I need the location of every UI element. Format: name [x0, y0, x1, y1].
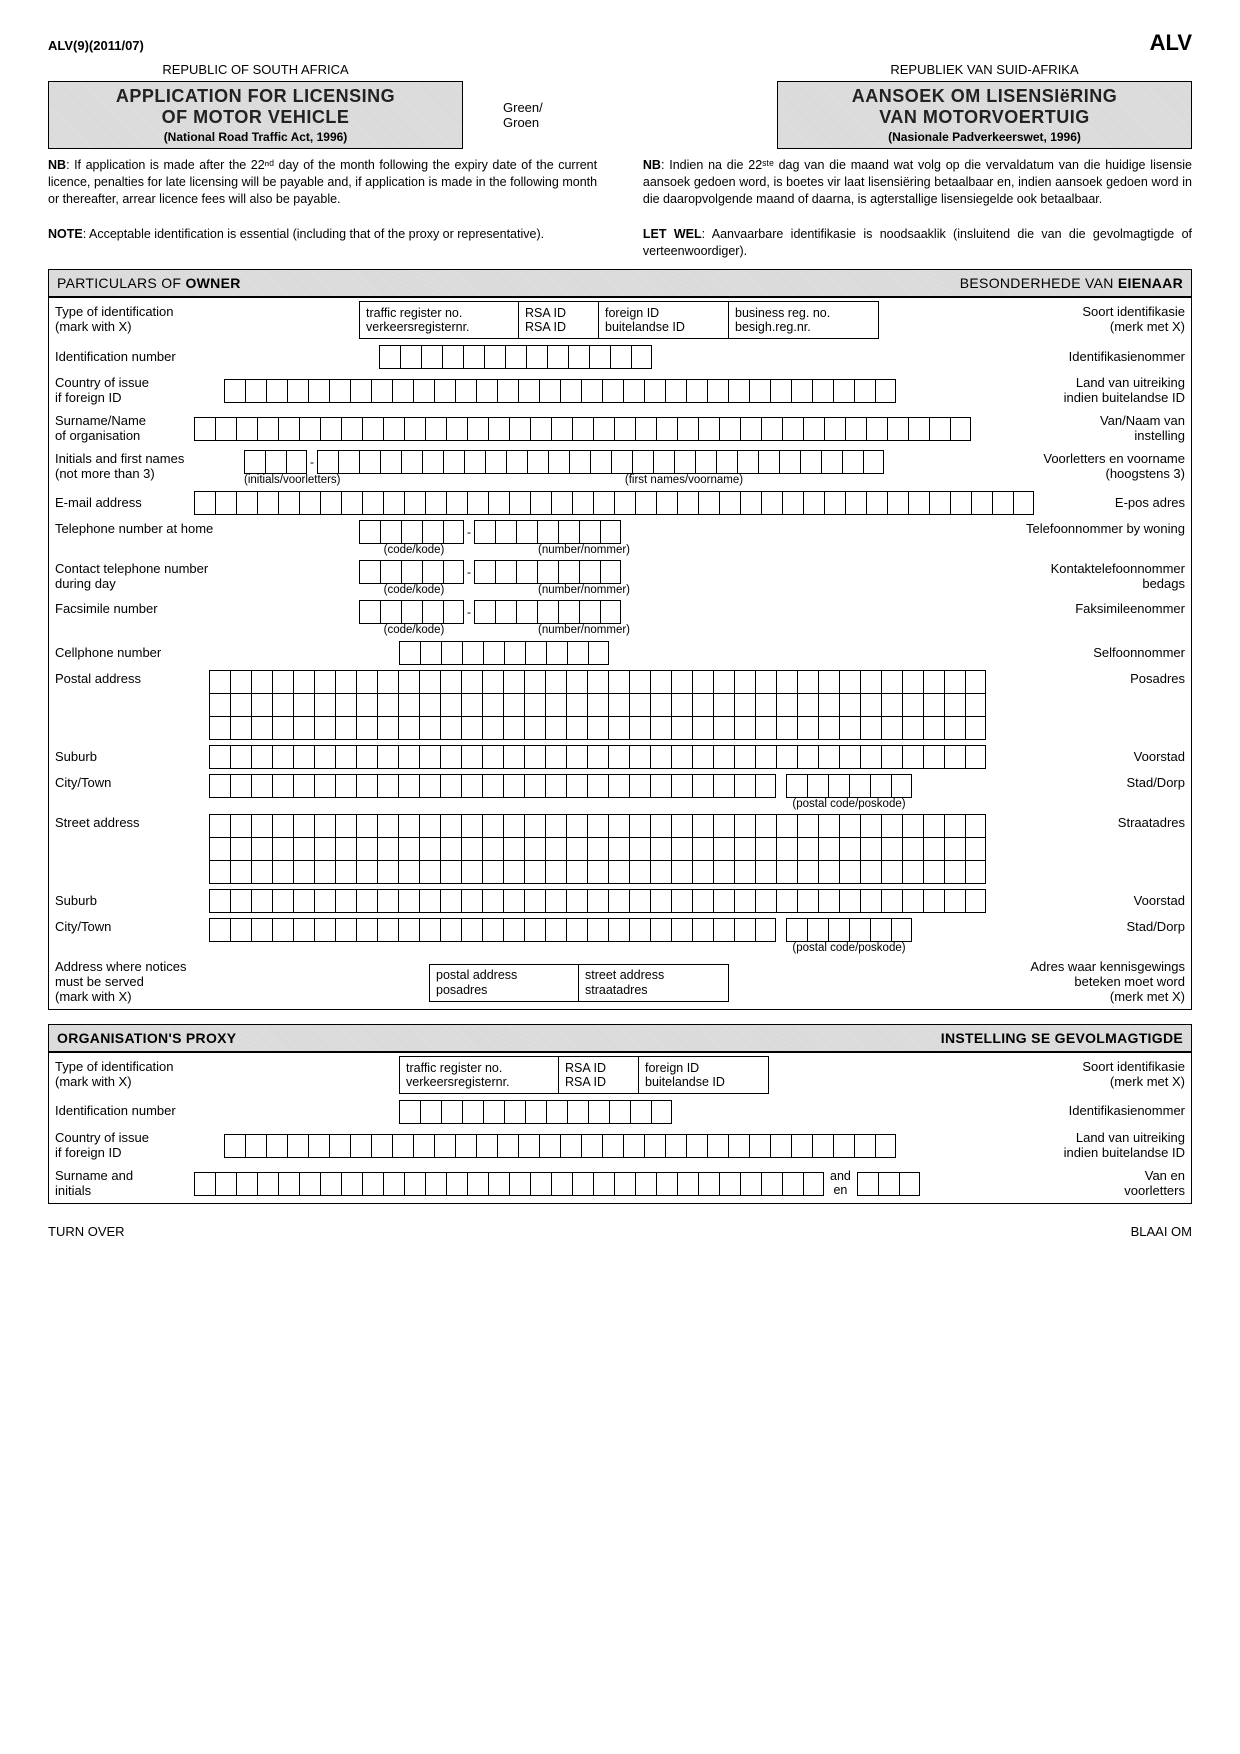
note-en: NOTE: Acceptable identification is essen…	[48, 226, 597, 260]
owner-contact-num[interactable]	[474, 560, 621, 584]
owner-cell-cells[interactable]	[399, 641, 609, 665]
owner-street-row: Street address Straatadres	[49, 812, 1191, 886]
owner-tel-home-code[interactable]	[359, 520, 464, 544]
owner-street-suburb[interactable]	[209, 889, 986, 913]
owner-contact-code[interactable]	[359, 560, 464, 584]
owner-street-2[interactable]	[209, 837, 986, 861]
alv-abbrev: ALV	[1150, 30, 1192, 56]
green-label: Green/ Groen	[463, 100, 593, 130]
proxy-id-opt-foreign[interactable]: foreign ID buitelandse ID	[639, 1056, 769, 1094]
owner-street-3[interactable]	[209, 860, 986, 884]
note-row: NOTE: Acceptable identification is essen…	[48, 226, 1192, 260]
owner-tel-home-row: Telephone number at home - (code/kode) (…	[49, 518, 1191, 558]
top-row: ALV(9)(2011/07) ALV	[48, 30, 1192, 56]
owner-notices-street[interactable]: street address straatadres	[579, 964, 729, 1002]
title-box-af: AANSOEK OM LISENSIëRING VAN MOTORVOERTUI…	[777, 81, 1192, 149]
owner-postal-code[interactable]	[786, 774, 912, 798]
nb-en: NB: If application is made after the 22ⁿ…	[48, 157, 597, 208]
republic-en: REPUBLIC OF SOUTH AFRICA	[48, 62, 463, 77]
title-af-2: VAN MOTORVOERTUIG	[784, 107, 1185, 128]
owner-tel-home-num[interactable]	[474, 520, 621, 544]
owner-id-number-row: Identification number Identifikasienomme…	[49, 342, 1191, 372]
title-en-sub: (National Road Traffic Act, 1996)	[55, 130, 456, 144]
blaai-om: BLAAI OM	[1131, 1224, 1192, 1239]
owner-contact-row: Contact telephone number during day - (c…	[49, 558, 1191, 598]
proxy-initials-cells[interactable]	[857, 1172, 920, 1196]
proxy-id-opt-traffic[interactable]: traffic register no. verkeersregisternr.	[399, 1056, 559, 1094]
title-row: APPLICATION FOR LICENSING OF MOTOR VEHIC…	[48, 81, 1192, 149]
proxy-and-label: anden	[824, 1170, 857, 1198]
owner-initials-cells[interactable]	[244, 450, 307, 474]
owner-id-opt-traffic[interactable]: traffic register no. verkeersregisternr.	[359, 301, 519, 339]
owner-id-number-cells[interactable]	[379, 345, 652, 369]
proxy-id-opt-rsa[interactable]: RSA ID RSA ID	[559, 1056, 639, 1094]
owner-postal-row: Postal address Posadres	[49, 668, 1191, 742]
owner-type-id-row: Type of identification (mark with X) tra…	[49, 298, 1191, 342]
owner-cell-row: Cellphone number Selfoonnommer	[49, 638, 1191, 668]
proxy-surname-row: Surname and initials anden Van en voorle…	[49, 1165, 1191, 1203]
owner-street-city-row: City/Town (postal code/poskode) Stad/Dor…	[49, 916, 1191, 956]
proxy-id-number-row: Identification number Identifikasienomme…	[49, 1097, 1191, 1127]
nb-row: NB: If application is made after the 22ⁿ…	[48, 157, 1192, 208]
owner-header: PARTICULARS OF OWNER BESONDERHEDE VAN EI…	[48, 269, 1192, 297]
owner-initials-row: Initials and first names (not more than …	[49, 448, 1191, 488]
owner-street-postcode[interactable]	[786, 918, 912, 942]
owner-id-opt-business[interactable]: business reg. no. besigh.reg.nr.	[729, 301, 879, 339]
owner-street-1[interactable]	[209, 814, 986, 838]
proxy-type-id-row: Type of identification (mark with X) tra…	[49, 1053, 1191, 1097]
proxy-header: ORGANISATION'S PROXY INSTELLING SE GEVOL…	[48, 1024, 1192, 1052]
title-af-1: AANSOEK OM LISENSIëRING	[784, 86, 1185, 107]
owner-id-opt-rsa[interactable]: RSA ID RSA ID	[519, 301, 599, 339]
proxy-country-row: Country of issue if foreign ID Land van …	[49, 1127, 1191, 1165]
title-af-sub: (Nasionale Padverkeerswet, 1996)	[784, 130, 1185, 144]
form-code: ALV(9)(2011/07)	[48, 38, 144, 53]
turn-over: TURN OVER	[48, 1224, 125, 1239]
republic-af: REPUBLIEK VAN SUID-AFRIKA	[777, 62, 1192, 77]
owner-notices-row: Address where notices must be served (ma…	[49, 956, 1191, 1009]
owner-postal-city-row: City/Town (postal code/poskode) Stad/Dor…	[49, 772, 1191, 812]
owner-surname-cells[interactable]	[194, 417, 971, 441]
proxy-section: Type of identification (mark with X) tra…	[48, 1052, 1192, 1204]
owner-postal-1[interactable]	[209, 670, 986, 694]
republic-row: REPUBLIC OF SOUTH AFRICA REPUBLIEK VAN S…	[48, 62, 1192, 77]
title-en-2: OF MOTOR VEHICLE	[55, 107, 456, 128]
owner-postal-2[interactable]	[209, 693, 986, 717]
owner-email-cells[interactable]	[194, 491, 1034, 515]
owner-email-row: E-mail address E-pos adres	[49, 488, 1191, 518]
title-box-en: APPLICATION FOR LICENSING OF MOTOR VEHIC…	[48, 81, 463, 149]
owner-street-suburb-row: Suburb Voorstad	[49, 886, 1191, 916]
owner-surname-row: Surname/Name of organisation Van/Naam va…	[49, 410, 1191, 448]
nb-af: NB: Indien na die 22ˢᵗᵉ dag van die maan…	[643, 157, 1192, 208]
proxy-country-cells[interactable]	[224, 1134, 896, 1158]
owner-notices-postal[interactable]: postal address posadres	[429, 964, 579, 1002]
owner-id-opt-foreign[interactable]: foreign ID buitelandse ID	[599, 301, 729, 339]
owner-section: Type of identification (mark with X) tra…	[48, 297, 1192, 1010]
owner-fax-num[interactable]	[474, 600, 621, 624]
note-af: LET WEL: Aanvaarbare identifikasie is no…	[643, 226, 1192, 260]
owner-postal-city[interactable]	[209, 774, 776, 798]
owner-firstnames-cells[interactable]	[317, 450, 884, 474]
proxy-surname-cells[interactable]	[194, 1172, 824, 1196]
owner-postal-suburb[interactable]	[209, 745, 986, 769]
owner-country-cells[interactable]	[224, 379, 896, 403]
title-en-1: APPLICATION FOR LICENSING	[55, 86, 456, 107]
owner-fax-row: Facsimile number - (code/kode) (number/n…	[49, 598, 1191, 638]
proxy-id-number-cells[interactable]	[399, 1100, 672, 1124]
owner-fax-code[interactable]	[359, 600, 464, 624]
owner-postal-suburb-row: Suburb Voorstad	[49, 742, 1191, 772]
owner-street-city[interactable]	[209, 918, 776, 942]
owner-country-row: Country of issue if foreign ID Land van …	[49, 372, 1191, 410]
footer: TURN OVER BLAAI OM	[48, 1224, 1192, 1239]
owner-postal-3[interactable]	[209, 716, 986, 740]
